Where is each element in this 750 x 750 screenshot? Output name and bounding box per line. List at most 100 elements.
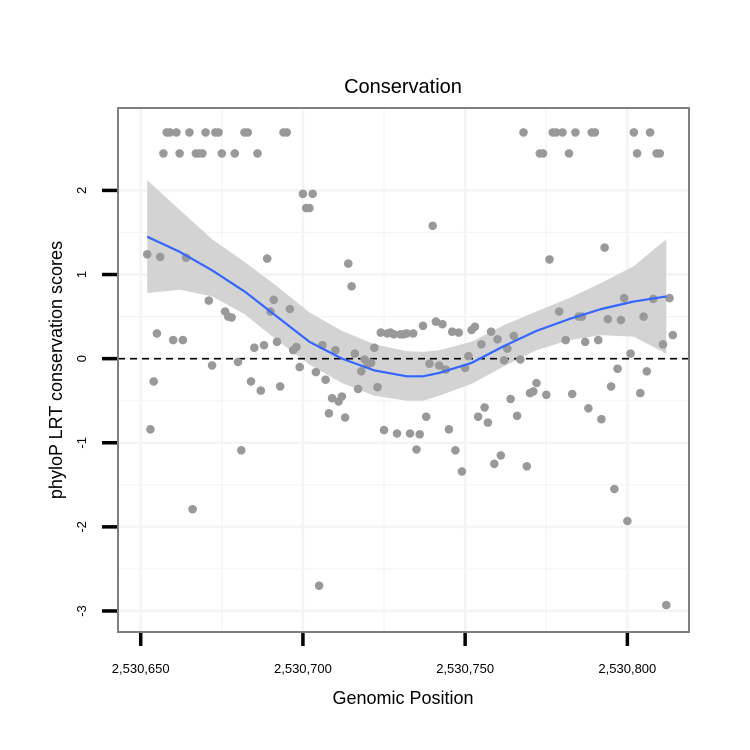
data-point <box>668 330 678 340</box>
data-point <box>418 321 428 331</box>
data-point <box>337 392 347 401</box>
data-point <box>256 386 266 395</box>
data-point <box>623 516 632 526</box>
data-point <box>600 243 609 252</box>
data-point <box>483 418 493 427</box>
data-point <box>438 319 447 329</box>
data-point <box>253 149 262 158</box>
grid-lines <box>118 108 689 632</box>
data-point <box>305 203 314 213</box>
data-point <box>431 317 441 326</box>
data-point <box>584 404 593 413</box>
data-point <box>580 337 590 347</box>
data-point <box>405 429 415 438</box>
data-point <box>428 221 438 231</box>
data-point <box>629 128 639 137</box>
data-point <box>639 312 648 321</box>
data-points <box>142 128 678 610</box>
data-point <box>159 149 168 158</box>
x-axis-label: Genomic Position <box>332 688 473 708</box>
data-point <box>152 329 162 338</box>
data-point <box>285 304 295 314</box>
data-point <box>564 149 574 158</box>
data-point <box>516 355 525 364</box>
data-point <box>324 409 334 418</box>
data-point <box>262 254 272 263</box>
data-point <box>642 367 652 376</box>
data-point <box>512 411 522 421</box>
data-point <box>593 335 603 345</box>
data-point <box>529 387 538 396</box>
data-point <box>613 364 622 374</box>
data-point <box>610 484 619 494</box>
data-point <box>454 328 464 337</box>
data-point <box>204 296 214 305</box>
data-point <box>178 335 188 345</box>
data-point <box>545 255 554 264</box>
data-point <box>311 367 321 377</box>
data-point <box>243 128 253 137</box>
data-point <box>619 293 629 303</box>
data-point <box>230 149 240 158</box>
data-point <box>490 459 499 469</box>
data-point <box>496 451 506 460</box>
data-point <box>237 446 246 455</box>
data-point <box>246 377 256 386</box>
data-point <box>327 393 337 403</box>
data-point <box>658 340 668 349</box>
x-tick-label: 2,530,750 <box>436 661 494 676</box>
data-point <box>519 128 528 137</box>
data-point <box>655 149 665 158</box>
data-point <box>350 349 360 358</box>
chart-title: Conservation <box>344 76 462 98</box>
data-point <box>282 128 292 137</box>
data-point <box>321 375 330 385</box>
data-point <box>227 313 236 322</box>
data-point <box>201 128 210 137</box>
x-tick-label: 2,530,650 <box>112 661 170 676</box>
data-point <box>370 343 379 353</box>
data-point <box>298 189 308 199</box>
data-point <box>347 282 356 291</box>
y-tick-label: -1 <box>74 437 89 449</box>
data-point <box>412 445 421 454</box>
data-point <box>198 149 207 158</box>
data-point <box>175 149 184 158</box>
data-point <box>259 340 269 350</box>
data-point <box>275 382 285 391</box>
data-point <box>499 356 509 365</box>
x-tick-label: 2,530,800 <box>598 661 656 676</box>
data-point <box>434 361 444 370</box>
data-point <box>662 600 671 610</box>
data-point <box>295 362 305 372</box>
data-point <box>331 345 340 355</box>
x-tick-label: 2,530,700 <box>274 661 332 676</box>
data-point <box>551 128 561 137</box>
data-point <box>444 425 454 434</box>
data-point <box>172 128 181 137</box>
y-axis-label: phyloP LRT conservation scores <box>46 241 66 499</box>
data-point <box>425 359 434 369</box>
data-point <box>415 430 425 439</box>
y-tick-label: 2 <box>74 187 89 194</box>
data-point <box>603 314 613 324</box>
data-point <box>366 358 376 368</box>
data-point <box>188 504 197 514</box>
data-point <box>590 128 600 137</box>
data-point <box>389 330 399 339</box>
data-point <box>558 128 567 137</box>
data-point <box>344 259 353 268</box>
data-point <box>142 250 152 259</box>
data-point <box>146 425 155 434</box>
data-point <box>571 128 580 137</box>
data-point <box>217 149 227 158</box>
data-point <box>470 322 480 332</box>
data-point <box>233 357 243 367</box>
data-point <box>597 414 606 424</box>
y-tick-label: 0 <box>74 355 89 362</box>
data-point <box>185 128 194 137</box>
smooth-trend-line <box>146 235 667 378</box>
data-point <box>402 329 412 338</box>
y-tick-label: -2 <box>74 521 89 533</box>
data-point <box>473 412 483 422</box>
